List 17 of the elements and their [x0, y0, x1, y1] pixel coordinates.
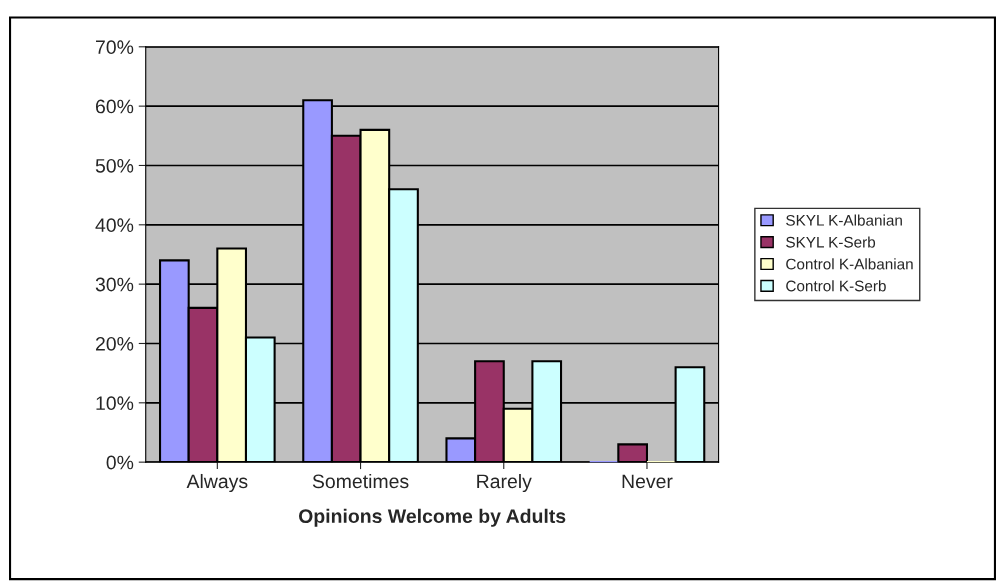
- legend-label: Control K-Serb: [786, 280, 886, 292]
- y-tick-label: 70%: [96, 40, 134, 55]
- y-tick-label: 60%: [95, 99, 134, 114]
- y-tick-label: 30%: [95, 277, 134, 292]
- x-tick-label: Sometimes: [312, 473, 409, 489]
- y-tick-label: 50%: [95, 158, 134, 173]
- legend-label: Control K-Albanian: [786, 258, 913, 270]
- y-tick-label: 10%: [96, 396, 134, 411]
- legend-label: SKYL K-Albanian: [786, 214, 902, 226]
- x-tick-label: Always: [186, 473, 248, 493]
- y-tick-label: 0%: [106, 455, 134, 470]
- legend-label: SKYL K-Serb: [786, 236, 876, 248]
- x-tick-label: Rarely: [477, 473, 532, 493]
- x-tick-label: Never: [622, 474, 673, 489]
- x-axis-title: Opinions Welcome by Adults: [298, 508, 566, 527]
- y-tick-label: 40%: [95, 218, 134, 233]
- y-tick-label: 20%: [95, 336, 134, 351]
